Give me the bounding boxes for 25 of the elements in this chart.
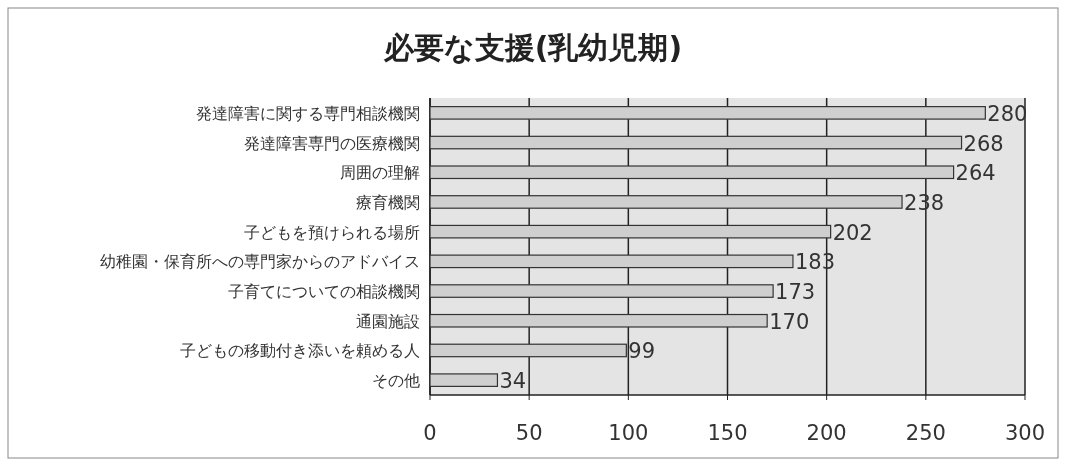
data-label: 170: [769, 309, 810, 334]
title: 必要な支援(乳幼児期): [383, 30, 683, 65]
y-tick-label: 通園施設: [356, 311, 420, 331]
data-label: 268: [963, 131, 1004, 156]
y-tick-label: 周囲の理解: [340, 163, 420, 183]
x-tick-label: 200: [806, 421, 847, 445]
data-label: 173: [775, 280, 816, 305]
data-label: 264: [955, 161, 996, 186]
x-tick-label: 100: [608, 421, 649, 445]
x-tick-label: 300: [1004, 421, 1046, 445]
y-tick-label: その他: [372, 371, 420, 391]
y-tick-label: 子どもの移動付き添いを頼める人: [180, 341, 420, 361]
x-tick-label: 0: [423, 421, 437, 445]
data-label: 99: [628, 339, 656, 364]
data-label: 34: [499, 369, 527, 394]
y-tick-label: 幼稚園・保育所への専門家からのアドバイス: [100, 252, 420, 272]
data-label: 202: [832, 220, 873, 245]
y-tick-label: 発達障害専門の医療機関: [244, 133, 420, 153]
y-tick-label: 子どもを預けられる場所: [244, 222, 420, 242]
y-tick-label: 発達障害に関する専門相談機関: [196, 103, 420, 123]
x-tick-label: 50: [515, 421, 543, 445]
y-tick-label: 療育機関: [356, 192, 420, 212]
x-tick-label: 150: [707, 421, 748, 445]
y-tick-label: 子育てについての相談機関: [228, 282, 420, 302]
x-tick-label: 250: [905, 421, 946, 445]
